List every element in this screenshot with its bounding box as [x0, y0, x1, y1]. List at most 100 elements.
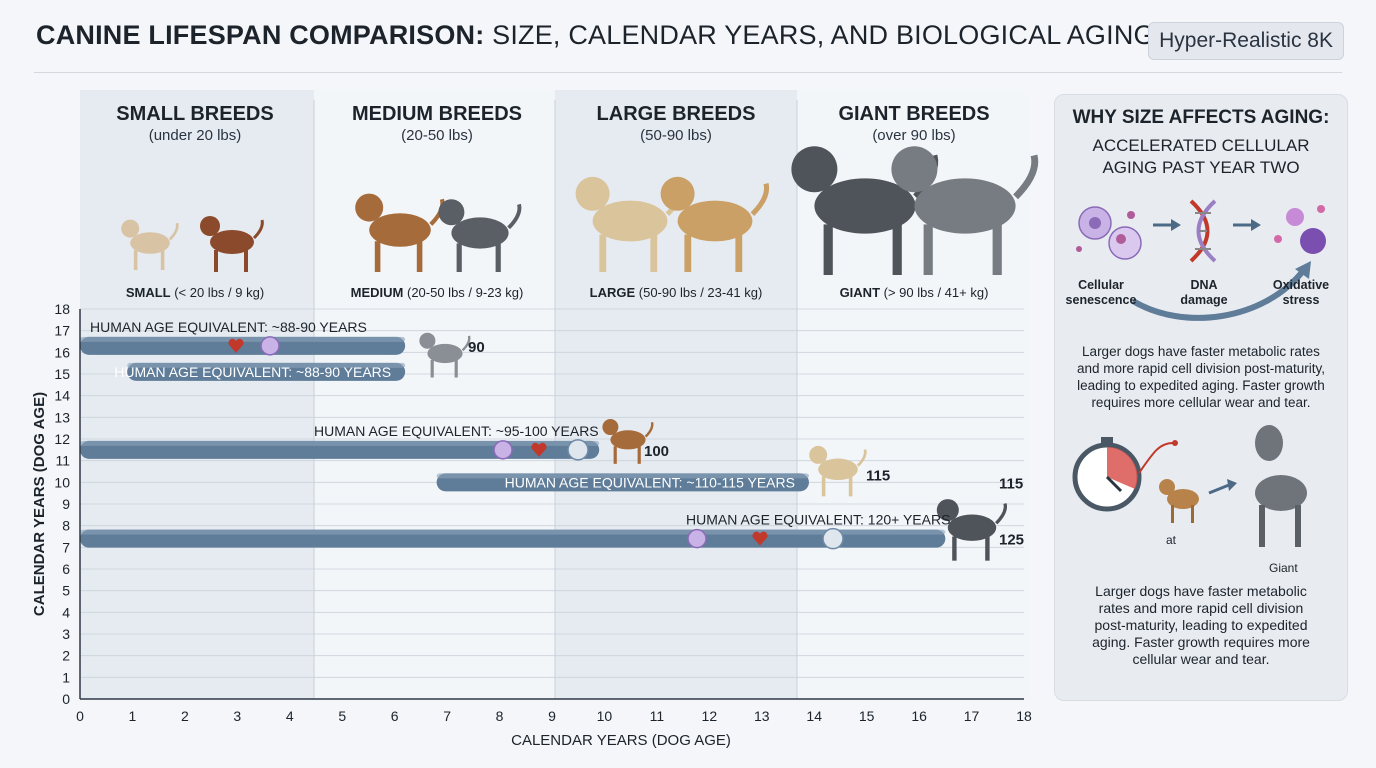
dog-body — [818, 458, 858, 481]
breed-caption-rest: (> 90 lbs / 41+ kg) — [880, 285, 988, 300]
dog-leg — [495, 243, 501, 272]
chihuahua-icon — [121, 219, 179, 270]
heart-icon — [228, 338, 244, 353]
breed-group-title: GIANT BREEDS — [838, 103, 989, 125]
human-age-label: HUMAN AGE EQUIVALENT: ~110-115 YEARS — [505, 474, 795, 490]
breed-caption-rest: (50-90 lbs / 23-41 kg) — [635, 285, 762, 300]
y-tick-label: 0 — [62, 691, 70, 707]
dog-body — [451, 217, 509, 249]
dog-body — [592, 200, 668, 242]
human-age-label: HUMAN AGE EQUIVALENT: ~88-90 YEARS — [114, 364, 391, 380]
y-tick-label: 9 — [62, 496, 70, 512]
breed-weight-range: (50-90 lbs) — [640, 127, 712, 144]
y-tick-label: 11 — [55, 453, 70, 469]
human-age-label: HUMAN AGE EQUIVALENT: 120+ YEARS — [686, 512, 950, 528]
dog-leg — [735, 234, 743, 272]
breed-group-title: MEDIUM BREEDS — [352, 103, 522, 125]
y-tick-label: 4 — [62, 604, 70, 620]
dog-tail — [644, 421, 654, 438]
x-tick-label: 5 — [338, 708, 346, 724]
dog-head — [936, 499, 959, 522]
dog-body — [914, 178, 1016, 234]
lifespan-chart: SMALL BREEDS (under 20 lbs) SMALL (< 20 lb… — [31, 90, 1039, 749]
breed-caption: GIANT (> 90 lbs / 41+ kg) — [840, 285, 989, 300]
y-tick-label: 15 — [54, 366, 70, 382]
breed-caption-bold: GIANT — [840, 285, 881, 300]
x-tick-label: 9 — [548, 708, 556, 724]
dog-tail — [252, 219, 264, 240]
dog-leg — [214, 250, 218, 272]
y-tick-label: 12 — [54, 431, 70, 447]
french-bulldog-icon — [438, 199, 522, 272]
dog-leg — [848, 476, 853, 497]
dog-head — [602, 419, 619, 436]
dog-head — [355, 193, 384, 222]
breed-caption: LARGE (50-90 lbs / 23-41 kg) — [590, 285, 763, 300]
human-age-value: 115 — [866, 467, 890, 484]
dog-tail — [856, 449, 867, 467]
y-axis-title: CALENDAR YEARS (DOG AGE) — [31, 392, 48, 616]
panel-title: WHY SIZE AFFECTS AGING: — [1072, 107, 1330, 128]
lifespan-bar-highlight — [80, 440, 600, 446]
mechanism-label-dna: DNA damage — [1180, 278, 1228, 307]
dog-leg — [416, 241, 423, 272]
x-tick-label: 17 — [964, 708, 980, 724]
human-age-label: HUMAN AGE EQUIVALENT: ~95-100 YEARS — [314, 423, 599, 439]
breed-column-band — [314, 90, 555, 699]
x-tick-label: 3 — [233, 708, 241, 724]
x-tick-label: 8 — [496, 708, 504, 724]
dog-tail — [995, 503, 1007, 525]
growth-comparison-illustration — [1072, 425, 1307, 547]
dog-leg — [637, 446, 641, 464]
y-tick-label: 6 — [62, 561, 70, 577]
breed-caption-rest: (20-50 lbs / 9-23 kg) — [403, 285, 523, 300]
dog-body — [947, 514, 997, 541]
dog-leg — [985, 536, 990, 561]
lifespan-bar-highlight — [436, 473, 809, 479]
breed-group-title: SMALL BREEDS — [116, 103, 273, 125]
dog-head — [200, 216, 220, 236]
x-axis-title: CALENDAR YEARS (DOG AGE) — [511, 732, 731, 749]
y-tick-label: 3 — [62, 626, 70, 642]
y-tick-label: 8 — [62, 518, 70, 534]
x-tick-label: 14 — [806, 708, 822, 724]
panel-paragraph-2: Larger dogs have faster metabolic rates … — [1092, 583, 1310, 667]
why-size-panel: WHY SIZE AFFECTS AGING: ACCELERATED CELL… — [1054, 94, 1348, 701]
y-tick-label: 7 — [62, 539, 70, 555]
labrador-bar-icon — [809, 445, 867, 497]
breed-caption: MEDIUM (20-50 lbs / 9-23 kg) — [351, 285, 524, 300]
x-tick-label: 6 — [391, 708, 399, 724]
breed-weight-range: (20-50 lbs) — [401, 127, 473, 144]
dog-leg — [952, 536, 957, 561]
y-tick-label: 18 — [54, 301, 70, 317]
dog-leg — [823, 224, 833, 275]
human-age-value: 90 — [468, 339, 485, 356]
dna-icon — [1189, 199, 1217, 263]
joint-icon — [822, 527, 844, 550]
dog-leg — [821, 476, 826, 497]
panel-paragraph-1: Larger dogs have faster metabolic rates … — [1076, 344, 1326, 410]
breed-group-title: LARGE BREEDS — [597, 103, 756, 125]
joint-icon — [567, 439, 589, 461]
dog-tail — [507, 203, 522, 230]
dog-head — [791, 146, 838, 193]
labrador-icon — [575, 176, 685, 272]
x-tick-label: 0 — [76, 708, 84, 724]
dog-head — [891, 146, 938, 193]
y-tick-label: 13 — [54, 409, 70, 425]
oxidative-stress-icon — [1274, 205, 1326, 254]
y-tick-label: 17 — [54, 323, 70, 339]
x-tick-label: 10 — [597, 708, 613, 724]
dog-head — [121, 219, 140, 238]
aging-mechanisms-illustration — [1076, 199, 1326, 321]
x-tick-label: 11 — [650, 708, 665, 724]
dog-leg — [244, 250, 248, 272]
human-age-label: HUMAN AGE EQUIVALENT: ~88-90 YEARS — [90, 319, 367, 335]
beagle-icon — [355, 193, 445, 272]
x-tick-label: 1 — [129, 708, 137, 724]
dog-tail — [750, 182, 770, 217]
lifespan-bar-highlight — [80, 336, 406, 342]
lifespan-bar-highlight — [127, 362, 406, 368]
dog-head — [809, 445, 828, 464]
dog-body — [427, 343, 463, 364]
